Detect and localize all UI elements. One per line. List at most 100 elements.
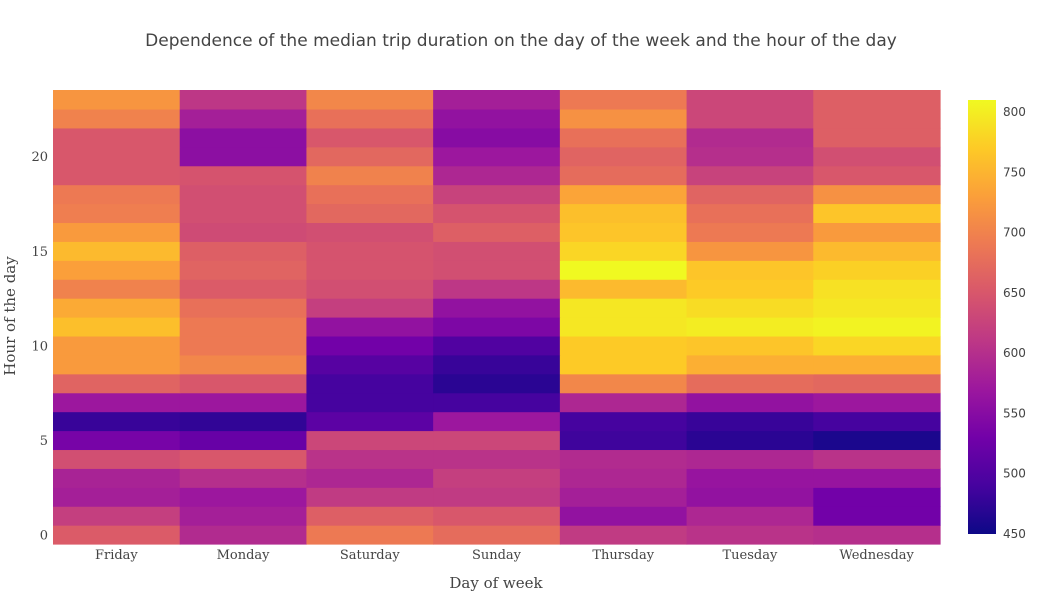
heatmap-cell — [433, 222, 561, 242]
y-tick-label: 10 — [31, 339, 48, 354]
colorbar-tick-label: 550 — [1003, 406, 1026, 420]
y-axis-label: Hour of the day — [1, 256, 19, 376]
heatmap-cell — [179, 127, 308, 148]
heatmap-cell — [686, 184, 814, 205]
heatmap-cell — [53, 430, 181, 451]
heatmap-cell — [559, 335, 688, 356]
x-axis-ticks: Friday Monday Saturday Sunday Thursday Tuesda… — [95, 548, 915, 563]
heatmap-cell — [686, 392, 814, 413]
heatmap-cell — [306, 468, 434, 488]
x-tick-label: Thursday — [592, 548, 654, 563]
heatmap-cell — [686, 90, 814, 110]
heatmap-cell — [686, 449, 814, 469]
heatmap-cell — [813, 184, 941, 205]
heatmap-cell — [686, 298, 814, 318]
heatmap-cell — [306, 165, 434, 186]
heatmap-cell — [306, 373, 434, 394]
heatmap-cell — [306, 506, 434, 526]
heatmap-cell — [813, 222, 941, 242]
heatmap-cell — [53, 260, 181, 280]
heatmap-cell — [179, 335, 308, 356]
colorbar-tick-label: 500 — [1003, 467, 1026, 481]
heatmap-cell — [559, 279, 688, 299]
heatmap-cell — [179, 222, 308, 242]
heatmap-cell — [306, 430, 434, 451]
heatmap-cell — [179, 506, 308, 526]
heatmap-cell — [179, 449, 308, 469]
heatmap-cell — [813, 525, 941, 545]
heatmap-cell — [433, 279, 561, 299]
heatmap-cell — [179, 468, 308, 488]
heatmap-cell — [179, 298, 308, 318]
heatmap-cell — [53, 165, 181, 186]
heatmap-cell — [306, 354, 434, 375]
heatmap-cell — [686, 203, 814, 224]
heatmap-cell — [53, 184, 181, 205]
heatmap-cell — [813, 165, 941, 186]
heatmap-cell — [433, 241, 561, 261]
heatmap-cell — [306, 525, 434, 545]
heatmap-cell — [813, 108, 941, 129]
heatmap-cell — [686, 411, 814, 432]
heatmap-cell — [53, 411, 181, 432]
heatmap-cell — [306, 279, 434, 299]
heatmap-cell — [179, 165, 308, 186]
heatmap-cell — [306, 222, 434, 242]
heatmap-cell — [306, 184, 434, 205]
colorbar-tick-label: 450 — [1003, 527, 1026, 541]
colorbar-tick-label: 800 — [1003, 105, 1026, 119]
heatmap-cell — [53, 373, 181, 394]
heatmap-cell — [179, 203, 308, 224]
heatmap-cell — [433, 449, 561, 469]
heatmap-cell — [433, 260, 561, 280]
heatmap-cell — [179, 90, 308, 110]
colorbar-tick-label: 650 — [1003, 286, 1026, 300]
heatmap-cell — [559, 449, 688, 469]
heatmap-cell — [433, 392, 561, 413]
heatmap-cell — [306, 298, 434, 318]
heatmap-cell — [559, 298, 688, 318]
heatmap-cell — [559, 525, 688, 545]
colorbar — [968, 100, 996, 534]
y-tick-label: 0 — [40, 529, 48, 544]
heatmap-cell — [813, 430, 941, 451]
heatmap-cell — [559, 506, 688, 526]
heatmap-cell — [559, 317, 688, 337]
heatmap-cell — [686, 317, 814, 337]
heatmap-cell — [813, 468, 941, 488]
heatmap-cell — [686, 108, 814, 129]
heatmap-cell — [813, 241, 941, 261]
heatmap-cell — [686, 279, 814, 299]
heatmap-cell — [179, 146, 308, 167]
heatmap-cell — [53, 392, 181, 413]
heatmap-cell — [559, 392, 688, 413]
heatmap-cell — [306, 127, 434, 148]
heatmap-cell — [813, 392, 941, 413]
heatmap-cell — [179, 373, 308, 394]
heatmap-cell — [813, 411, 941, 432]
heatmap-cell — [559, 241, 688, 261]
y-axis-ticks: 0 5 10 15 20 — [31, 150, 48, 543]
heatmap-cell — [53, 525, 181, 545]
heatmap-cell — [179, 241, 308, 261]
heatmap-cell — [813, 90, 941, 110]
heatmap-cell — [179, 411, 308, 432]
heatmap-cell — [306, 108, 434, 129]
heatmap-cell — [179, 108, 308, 129]
heatmap-cell — [559, 373, 688, 394]
heatmap-cell — [179, 317, 308, 337]
heatmap-cell — [686, 430, 814, 451]
heatmap-cell — [53, 241, 181, 261]
heatmap-cell — [179, 430, 308, 451]
heatmap-cell — [559, 146, 688, 167]
heatmap-cell — [53, 354, 181, 375]
heatmap-cell — [433, 373, 561, 394]
y-tick-label: 20 — [31, 150, 48, 165]
heatmap-cell — [53, 506, 181, 526]
heatmap-cell — [306, 260, 434, 280]
heatmap-cell — [686, 127, 814, 148]
heatmap-cell — [433, 487, 561, 507]
heatmap-cell — [179, 487, 308, 507]
heatmap-cell — [686, 373, 814, 394]
heatmap-cell — [306, 449, 434, 469]
